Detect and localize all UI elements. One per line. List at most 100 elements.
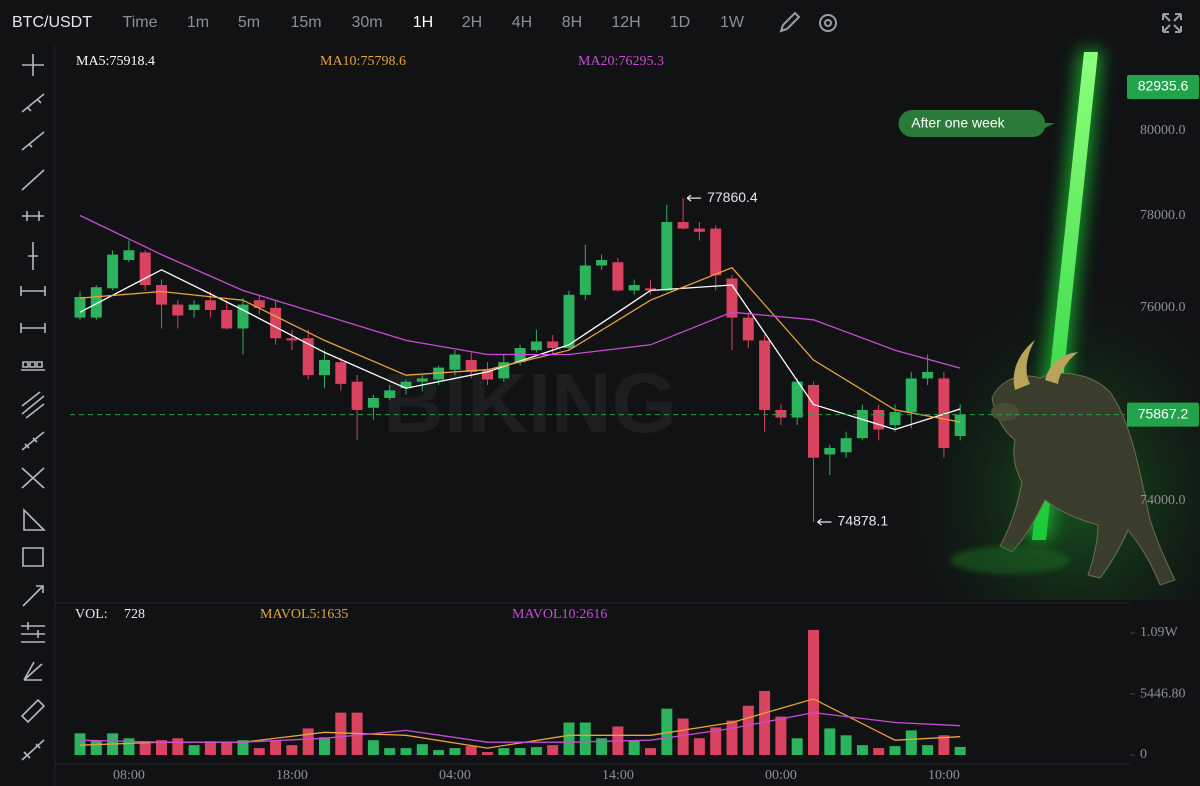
tool-icon[interactable]: [21, 467, 45, 489]
candle-body: [498, 362, 510, 379]
bull-body: [991, 373, 1176, 586]
plot: 80000.0 78000.0 76000.0 74000.0 1.09W 5446.80…: [70, 54, 1199, 783]
tool-icon[interactable]: [22, 211, 44, 221]
volume-bar: [742, 705, 754, 755]
interval-tab[interactable]: 2H: [462, 14, 482, 31]
tool-icon[interactable]: [21, 361, 45, 371]
candle-body: [123, 250, 135, 261]
interval-tab[interactable]: 8H: [562, 14, 582, 31]
max-arrow: [686, 194, 702, 202]
candle-body: [808, 384, 819, 458]
volume-bar: [791, 738, 803, 755]
price-axis-label: 80000.0: [1140, 123, 1186, 138]
volume-bar: [302, 728, 314, 755]
interval-tab[interactable]: 1m: [187, 14, 209, 31]
volume-bar: [922, 745, 934, 755]
candle-body: [107, 254, 119, 289]
tool-icon[interactable]: [20, 323, 46, 333]
interval-tab[interactable]: 15m: [290, 14, 321, 31]
tool-icon[interactable]: [21, 169, 45, 191]
tool-icon[interactable]: [21, 93, 45, 113]
volume-bar: [367, 740, 379, 755]
volume-bar: [840, 735, 852, 755]
callout-bubble: [898, 110, 1055, 138]
candle-body: [889, 412, 901, 426]
volume-bar: [596, 738, 608, 755]
volume-bar: [498, 748, 510, 755]
symbol[interactable]: BTC/USDT: [12, 14, 92, 31]
callout-text: After one week: [911, 115, 1005, 131]
candle-body: [645, 288, 656, 291]
candle-body: [759, 340, 771, 410]
ma-line: [79, 269, 961, 431]
tool-icon[interactable]: [28, 242, 38, 270]
volume-bar: [400, 748, 412, 755]
candle-body: [351, 381, 363, 410]
candle-body: [221, 310, 233, 329]
x-tick-label: 10:00: [928, 768, 960, 783]
interval-tab[interactable]: 1D: [670, 14, 690, 31]
interval-tab[interactable]: 30m: [351, 14, 382, 31]
tool-icon[interactable]: [21, 431, 45, 451]
tool-icon[interactable]: [20, 698, 46, 724]
volume-bar: [645, 748, 656, 755]
bull-head: [991, 403, 1019, 421]
candle-body: [775, 409, 787, 418]
volume-bar: [661, 708, 673, 755]
legend-entry: MA10:75798.6: [320, 54, 406, 69]
volume-bar: [514, 748, 526, 755]
price-axis-label: 78000.0: [1140, 208, 1186, 223]
candle-body: [384, 390, 396, 398]
tool-icon[interactable]: [21, 739, 45, 761]
candle-body: [563, 294, 575, 349]
candle-body: [742, 317, 754, 341]
target-pill: [1127, 75, 1199, 99]
left-toolbar: [20, 54, 46, 761]
interval-tab[interactable]: 12H: [611, 14, 640, 31]
candle-body: [873, 409, 885, 430]
volume-bar: [530, 747, 542, 755]
tool-icon[interactable]: [21, 391, 45, 419]
candle-body: [677, 222, 689, 229]
candle-body: [661, 222, 673, 291]
legend-entry: MA5:75918.4: [76, 54, 155, 69]
price-axis-label: 74000.0: [1140, 493, 1186, 508]
tool-icon[interactable]: [22, 547, 44, 567]
volume-bar: [759, 690, 771, 755]
legend-entry: MA20:76295.3: [578, 54, 664, 69]
legend-entry: MAVOL10:2616: [512, 607, 607, 622]
tool-icon[interactable]: [23, 508, 46, 531]
pencil-icon[interactable]: [779, 11, 801, 33]
candle-body: [416, 378, 428, 382]
volume-bar: [808, 629, 819, 755]
interval-tab[interactable]: Time: [123, 14, 158, 31]
interval-tab[interactable]: 5m: [238, 14, 260, 31]
tool-icon[interactable]: [21, 622, 45, 643]
volume-bar: [188, 745, 200, 755]
interval-tab[interactable]: 1W: [720, 14, 745, 31]
volume-bar: [579, 722, 591, 755]
tool-icon[interactable]: [20, 286, 46, 296]
tool-icon[interactable]: [21, 131, 45, 151]
candle-body: [612, 262, 624, 291]
volume-bar: [139, 741, 151, 755]
candle-body: [270, 307, 282, 339]
settings-icon[interactable]: [819, 14, 837, 32]
top-toolbar: BTC/USDT Time 1m 5m 15m 30m 1H 2H 4H 8H 12H 1D 1W: [12, 11, 1182, 33]
ma-line: [79, 214, 961, 369]
volume-bar: [482, 752, 493, 755]
interval-tab[interactable]: 1H: [413, 14, 433, 31]
candle-body: [693, 228, 705, 232]
x-tick-label: 18:00: [276, 768, 308, 783]
candle-body: [156, 285, 167, 305]
interval-tab[interactable]: 4H: [512, 14, 532, 31]
fullscreen-icon[interactable]: [1162, 13, 1182, 33]
tool-icon[interactable]: [22, 54, 44, 76]
candle-body: [628, 285, 640, 291]
tool-icon[interactable]: [22, 585, 44, 607]
tool-icon[interactable]: [23, 661, 43, 681]
volume-bar: [335, 712, 347, 755]
target-label: 82935.6: [1138, 78, 1189, 94]
volume-bar: [156, 740, 167, 755]
volume-bar: [465, 746, 477, 755]
